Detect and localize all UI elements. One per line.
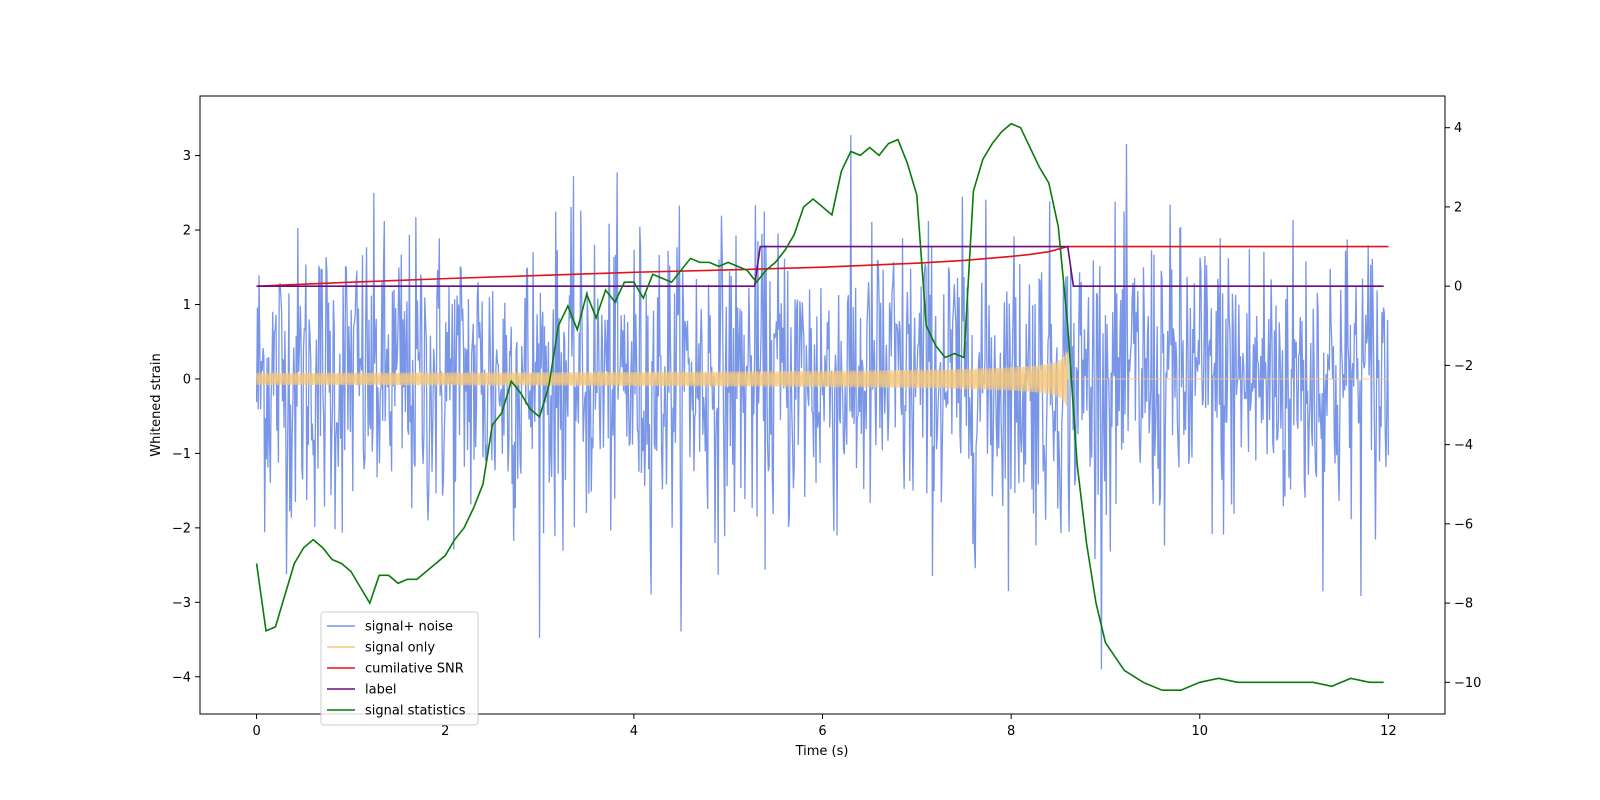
series-cumilative-snr-line <box>256 245 1389 287</box>
y2-tick-label: −4 <box>1454 438 1473 453</box>
y2-tick-label: 0 <box>1454 280 1462 295</box>
legend-label: signal+ noise <box>365 620 453 635</box>
y-tick-label: 3 <box>183 149 191 164</box>
legend: signal+ noise signal only cumilative SNR la… <box>320 611 479 726</box>
legend-label: signal only <box>365 641 435 656</box>
y2-tick-label: −8 <box>1454 597 1473 612</box>
x-tick-label: 12 <box>1380 724 1397 739</box>
y-tick-label: 1 <box>183 298 191 313</box>
legend-label: label <box>365 683 396 698</box>
x-tick-label: 2 <box>441 724 449 739</box>
series-layer <box>255 122 1390 692</box>
legend-label: signal statistics <box>365 704 466 719</box>
y2-tick-label: −2 <box>1454 359 1473 374</box>
y-tick-label: 0 <box>183 372 191 387</box>
y-tick-label: −1 <box>172 447 191 462</box>
legend-label: cumilative SNR <box>365 662 464 677</box>
legend-box <box>320 611 479 726</box>
y2-tick-label: 2 <box>1454 200 1462 215</box>
y2-tick-label: −6 <box>1454 517 1473 532</box>
x-tick-label: 6 <box>818 724 826 739</box>
y-tick-label: −3 <box>172 596 191 611</box>
series-signal-statistics-line <box>255 122 1384 692</box>
x-tick-label: 10 <box>1191 724 1208 739</box>
x-tick-label: 0 <box>252 724 260 739</box>
y-tick-label: −4 <box>172 670 191 685</box>
y-tick-label: 2 <box>183 224 191 239</box>
y2-tick-label: −10 <box>1454 676 1481 691</box>
series-signal-only-line <box>256 351 1389 407</box>
x-tick-label: 8 <box>1007 724 1015 739</box>
y-axis-label: Whitened strain <box>149 353 164 456</box>
x-axis-label: Time (s) <box>795 744 849 759</box>
y-tick-label: −2 <box>172 521 191 536</box>
series-label-line <box>256 245 1384 287</box>
x-tick-label: 4 <box>630 724 638 739</box>
y2-tick-label: 4 <box>1454 121 1462 136</box>
